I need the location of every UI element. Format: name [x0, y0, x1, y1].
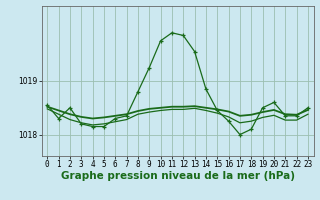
X-axis label: Graphe pression niveau de la mer (hPa): Graphe pression niveau de la mer (hPa)	[60, 171, 295, 181]
